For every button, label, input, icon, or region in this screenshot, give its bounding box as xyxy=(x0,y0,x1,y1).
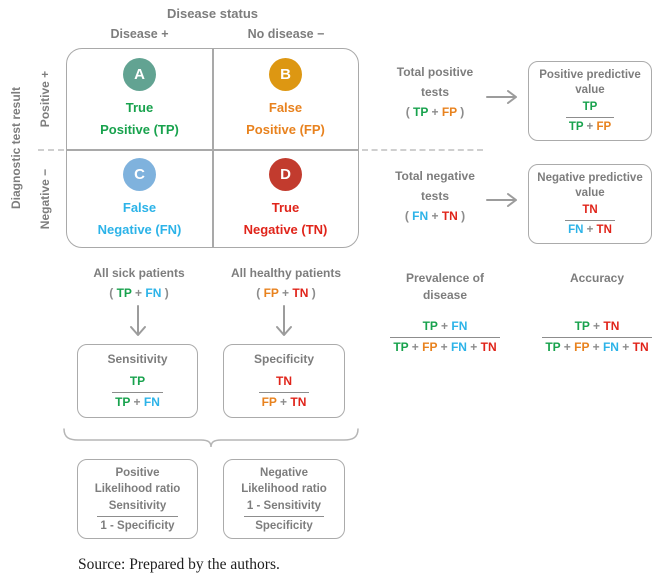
positive-predictive-value-box: Positive predictive value TP TP + FP xyxy=(528,61,652,141)
cell-line2: Negative (FN) xyxy=(97,221,182,237)
arrow-down-icon xyxy=(130,305,146,336)
fraction-bar xyxy=(390,336,500,338)
matrix-horizontal-divider xyxy=(66,149,359,151)
total-negative-formula: ( FN + TN ) xyxy=(404,209,466,223)
matrix-vertical-divider xyxy=(212,48,214,248)
fraction-bar xyxy=(112,391,163,393)
sensitivity-box: Sensitivity TP TP + FN xyxy=(77,344,198,418)
cell-line1: False xyxy=(122,199,157,215)
fraction-bar xyxy=(97,515,178,517)
negative-likelihood-ratio-box: Negative Likelihood ratio 1 - Sensitivit… xyxy=(223,459,345,539)
cell-line1: True xyxy=(271,199,300,215)
positive-likelihood-ratio-box: Positive Likelihood ratio Sensitivity 1 … xyxy=(77,459,198,539)
disease-status-title: Disease status xyxy=(166,6,259,21)
column-label-disease: Disease + xyxy=(110,27,169,41)
column-label-no-disease: No disease − xyxy=(247,27,325,41)
cell-true-negative: D True Negative (TN) xyxy=(213,152,358,246)
negative-predictive-value-box: Negative predictive value TN FN + TN xyxy=(528,164,652,244)
total-negative-tests-label: Total negative tests ( FN + TN ) xyxy=(381,166,489,226)
row-label-negative: Negative − xyxy=(38,168,52,230)
cell-false-negative: C False Negative (FN) xyxy=(67,152,212,246)
dashed-line-right xyxy=(362,149,483,151)
badge-c: C xyxy=(123,157,156,191)
all-sick-formula: ( TP + FN ) xyxy=(109,286,169,300)
fraction-bar xyxy=(258,391,310,393)
arrow-down-icon xyxy=(276,305,292,336)
badge-d: D xyxy=(269,157,302,191)
cell-false-positive: B False Positive (FP) xyxy=(213,51,358,148)
arrow-right-icon xyxy=(486,193,517,207)
nlr-fraction: 1 - Sensitivity Specificity xyxy=(243,499,325,533)
ppv-fraction: TP TP + FP xyxy=(565,100,615,134)
all-healthy-patients-label: All healthy patients ( FP + TN ) xyxy=(213,263,359,303)
accuracy-formula: TP + TN TP + FP + FN + TN xyxy=(539,317,655,355)
fraction-bar xyxy=(243,515,325,517)
all-sick-patients-label: All sick patients ( TP + FN ) xyxy=(66,263,212,303)
arrow-right-icon xyxy=(486,90,517,104)
cell-true-positive: A True Positive (TP) xyxy=(67,51,212,148)
all-healthy-formula: ( FP + TN ) xyxy=(256,286,316,300)
total-positive-tests-label: Total positive tests ( TP + FP ) xyxy=(381,62,489,122)
npv-fraction: TN FN + TN xyxy=(565,203,615,237)
prevalence-formula: TP + FN TP + FP + FN + TN xyxy=(377,317,513,355)
row-label-positive: Positive + xyxy=(38,70,52,128)
fraction-bar xyxy=(565,116,615,118)
cell-line2: Positive (TP) xyxy=(100,122,179,137)
total-positive-formula: ( TP + FP ) xyxy=(405,105,465,119)
fraction-bar xyxy=(565,219,615,221)
specificity-box: Specificity TN FP + TN xyxy=(223,344,345,418)
plr-fraction: Sensitivity 1 - Specificity xyxy=(97,499,178,533)
source-caption: Source: Prepared by the authors. xyxy=(78,556,280,573)
cell-line1: False xyxy=(268,100,303,115)
sensitivity-fraction: TP TP + FN xyxy=(112,374,163,410)
cell-line2: Negative (TN) xyxy=(243,221,328,237)
diagnostic-test-result-label: Diagnostic test result xyxy=(9,86,23,210)
dashed-line-left xyxy=(38,149,64,151)
accuracy-title: Accuracy xyxy=(569,271,625,285)
badge-b: B xyxy=(269,58,302,91)
cell-line2: Positive (FP) xyxy=(246,122,325,137)
underbrace-icon xyxy=(63,428,359,448)
fraction-bar xyxy=(542,336,652,338)
specificity-fraction: TN FP + TN xyxy=(258,374,310,410)
badge-a: A xyxy=(123,58,156,91)
prevalence-title: Prevalence of disease xyxy=(405,271,485,302)
cell-line1: True xyxy=(125,100,154,115)
